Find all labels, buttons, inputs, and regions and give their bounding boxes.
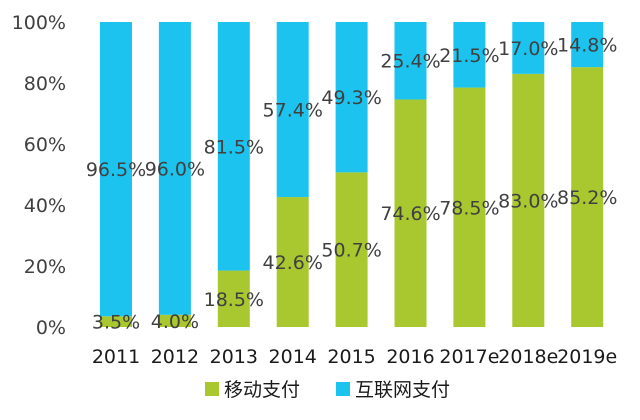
data-label-internet: 17.0% <box>498 38 558 60</box>
bar-segment-mobile <box>335 172 368 327</box>
bar-segment-mobile <box>394 99 427 327</box>
bar-segment-internet <box>394 22 427 100</box>
data-label-mobile: 3.5% <box>92 312 140 334</box>
bar-segment-internet <box>100 22 132 317</box>
data-label-mobile: 50.7% <box>321 240 381 262</box>
bar-segment-internet <box>335 22 368 173</box>
data-label-internet: 81.5% <box>204 136 264 158</box>
data-label-internet: 57.4% <box>263 100 323 122</box>
bar-segment-mobile <box>158 314 191 327</box>
y-tick-label: 80% <box>24 73 66 95</box>
bar-segment-mobile <box>453 87 486 327</box>
x-tick-label: 2013 <box>210 346 258 368</box>
legend-swatch <box>336 382 350 396</box>
y-tick-label: 60% <box>24 134 66 156</box>
bar-segment-mobile <box>512 73 545 327</box>
data-label-mobile: 18.5% <box>204 289 264 311</box>
x-tick-label: 2012 <box>151 346 199 368</box>
legend-swatch <box>205 382 219 396</box>
data-label-internet: 96.0% <box>145 158 205 180</box>
legend-label: 移动支付 <box>224 379 300 401</box>
bar-segment-internet <box>512 22 545 74</box>
data-label-mobile: 85.2% <box>557 187 617 209</box>
legend: 移动支付 互联网支付 <box>205 379 450 401</box>
bar-segment-internet <box>217 22 250 271</box>
bar-segment-mobile <box>276 197 309 327</box>
data-label-internet: 25.4% <box>380 51 440 73</box>
y-tick-label: 40% <box>24 195 66 217</box>
data-label-mobile: 78.5% <box>439 197 499 219</box>
data-label-mobile: 4.0% <box>151 311 199 333</box>
x-tick-label: 2015 <box>327 346 375 368</box>
x-tick-label: 2017e <box>439 346 499 368</box>
bar-segment-mobile <box>100 316 132 327</box>
data-label-internet: 96.5% <box>86 159 146 181</box>
data-label-mobile: 42.6% <box>263 252 323 274</box>
y-tick-label: 100% <box>12 12 66 34</box>
plot-area: 3.5% 96.5% 4.0% 96.0% 18.5% 81.5% 42.6% 57.4% 50… <box>86 22 617 334</box>
y-tick-label: 20% <box>24 256 66 278</box>
y-tick-label: 0% <box>36 317 66 339</box>
data-label-internet: 49.3% <box>321 87 381 109</box>
y-axis: 0% 20% 40% 60% 80% 100% <box>12 12 66 339</box>
bar-segment-internet <box>571 22 604 68</box>
data-label-internet: 14.8% <box>557 35 617 57</box>
bar-segment-mobile <box>571 67 604 327</box>
x-tick-label: 2018e <box>498 346 558 368</box>
data-label-mobile: 83.0% <box>498 190 558 212</box>
x-tick-label: 2014 <box>269 346 317 368</box>
x-tick-label: 2019e <box>557 346 617 368</box>
bar-segment-internet <box>453 22 486 88</box>
bar-segment-mobile <box>217 270 250 327</box>
data-label-mobile: 74.6% <box>380 203 440 225</box>
legend-label: 互联网支付 <box>355 379 450 401</box>
x-tick-label: 2011 <box>92 346 140 368</box>
bar-segment-internet <box>276 22 309 198</box>
bar-segment-internet <box>158 22 191 315</box>
x-tick-label: 2016 <box>386 346 434 368</box>
data-label-internet: 21.5% <box>439 45 499 67</box>
